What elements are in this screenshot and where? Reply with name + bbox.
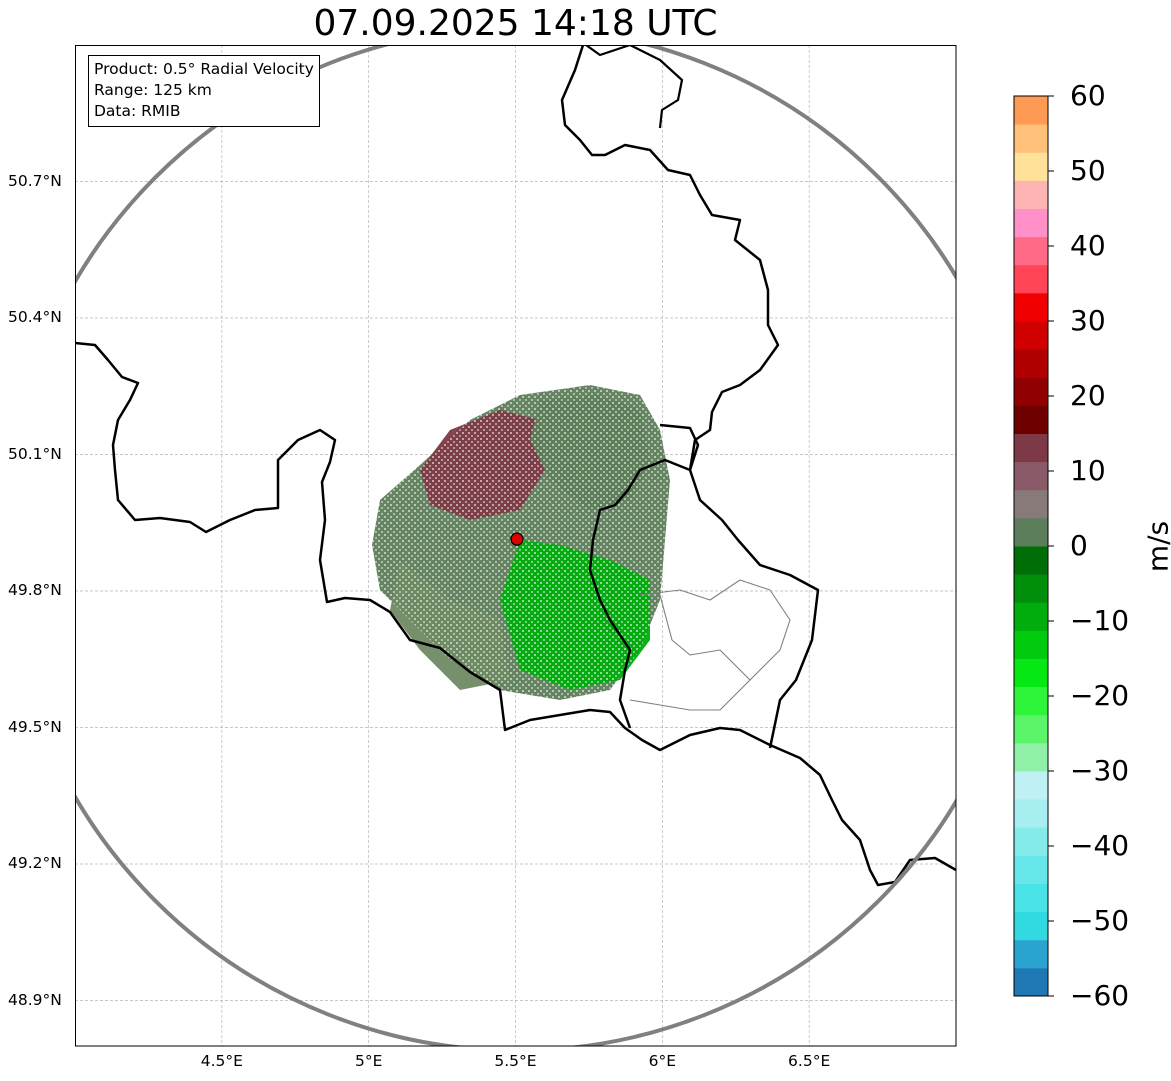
lon-tick-label: 5.5°E <box>494 1052 537 1070</box>
colorbar-segment <box>1014 180 1048 209</box>
colorbar-segment <box>1014 377 1048 406</box>
colorbar-segment <box>1014 574 1048 603</box>
colorbar-segment <box>1014 771 1048 800</box>
lon-tick-label: 6°E <box>648 1052 677 1070</box>
lat-tick-label: 49.8°N <box>8 581 62 599</box>
info-product: Product: 0.5° Radial Velocity <box>94 60 314 78</box>
colorbar-segment <box>1014 546 1048 575</box>
colorbar-segment <box>1014 911 1048 941</box>
colorbar-segment <box>1014 124 1048 153</box>
colorbar-segment <box>1014 602 1048 631</box>
colorbar-unit-label: m/s <box>1141 520 1171 573</box>
colorbar-segment <box>1014 236 1048 266</box>
colorbar-segment <box>1014 152 1048 181</box>
info-range: Range: 125 km <box>94 81 212 99</box>
lat-tick-label: 50.7°N <box>8 171 62 190</box>
colorbar-tick-label: 10 <box>1070 454 1106 487</box>
colorbar-segment <box>1014 939 1048 969</box>
colorbar-segment <box>1014 292 1048 322</box>
info-source: Data: RMIB <box>94 102 181 120</box>
colorbar-tick-label: 50 <box>1070 154 1106 187</box>
radar-site-marker[interactable] <box>510 532 524 546</box>
border-france <box>75 341 956 887</box>
colorbar-tick-label: −40 <box>1070 829 1130 862</box>
plot-frame <box>75 45 957 1047</box>
colorbar-segment <box>1014 405 1048 434</box>
country-borders <box>75 45 956 887</box>
colorbar-tick-label: −50 <box>1070 904 1130 937</box>
lon-tick-label: 4.5°E <box>200 1052 243 1070</box>
colorbar-segment <box>1014 967 1048 997</box>
lat-tick-label: 49.5°N <box>8 717 62 736</box>
map-title: 07.09.2025 14:18 UTC <box>313 3 718 44</box>
colorbar-segment <box>1014 489 1048 519</box>
lat-tick-label: 50.1°N <box>8 444 62 463</box>
colorbar-tick-label: −10 <box>1070 604 1130 637</box>
colorbar-segment <box>1014 461 1048 491</box>
colorbar-tick-label: 20 <box>1070 379 1106 412</box>
admin-border <box>659 594 751 681</box>
colorbar-tick-label: −20 <box>1070 679 1130 712</box>
info-box: Product: 0.5° Radial Velocity Range: 125… <box>88 55 320 127</box>
colorbar-tick-label: 30 <box>1070 304 1106 337</box>
colorbar-segment <box>1014 742 1048 772</box>
admin-border <box>629 579 791 711</box>
colorbar-segment <box>1014 827 1048 856</box>
border-netherlands <box>585 45 684 129</box>
colorbar-segment <box>1014 321 1048 350</box>
lon-tick-label: 5°E <box>354 1052 383 1070</box>
colorbar-segment <box>1014 264 1048 294</box>
lat-tick-label: 49.2°N <box>8 854 62 872</box>
colorbar-segment <box>1014 799 1048 828</box>
colorbar-tick-label: −60 <box>1070 979 1130 1012</box>
lat-tick-label: 50.4°N <box>8 308 62 326</box>
colorbar-segment <box>1014 714 1048 744</box>
colorbar-segment <box>1014 517 1048 547</box>
colorbar-segment <box>1014 208 1048 238</box>
colorbar-segment <box>1014 630 1048 659</box>
colorbar-segment <box>1014 686 1048 716</box>
colorbar-segment <box>1014 855 1048 884</box>
colorbar <box>1013 95 1054 997</box>
colorbar-segment <box>1014 96 1048 125</box>
border-luxembourg-west <box>588 423 700 729</box>
colorbar-segment <box>1014 349 1048 378</box>
border-germany <box>560 45 820 749</box>
colorbar-tick-label: 0 <box>1070 529 1088 562</box>
colorbar-segment <box>1014 433 1048 463</box>
lat-tick-label: 48.9°N <box>8 990 62 1009</box>
colorbar-tick-label: −30 <box>1070 754 1130 787</box>
colorbar-tick-label: 40 <box>1070 229 1106 262</box>
colorbar-segment <box>1014 658 1048 688</box>
colorbar-segment <box>1014 883 1048 913</box>
colorbar-tick-label: 60 <box>1070 79 1106 112</box>
lon-tick-label: 6.5°E <box>788 1052 831 1070</box>
